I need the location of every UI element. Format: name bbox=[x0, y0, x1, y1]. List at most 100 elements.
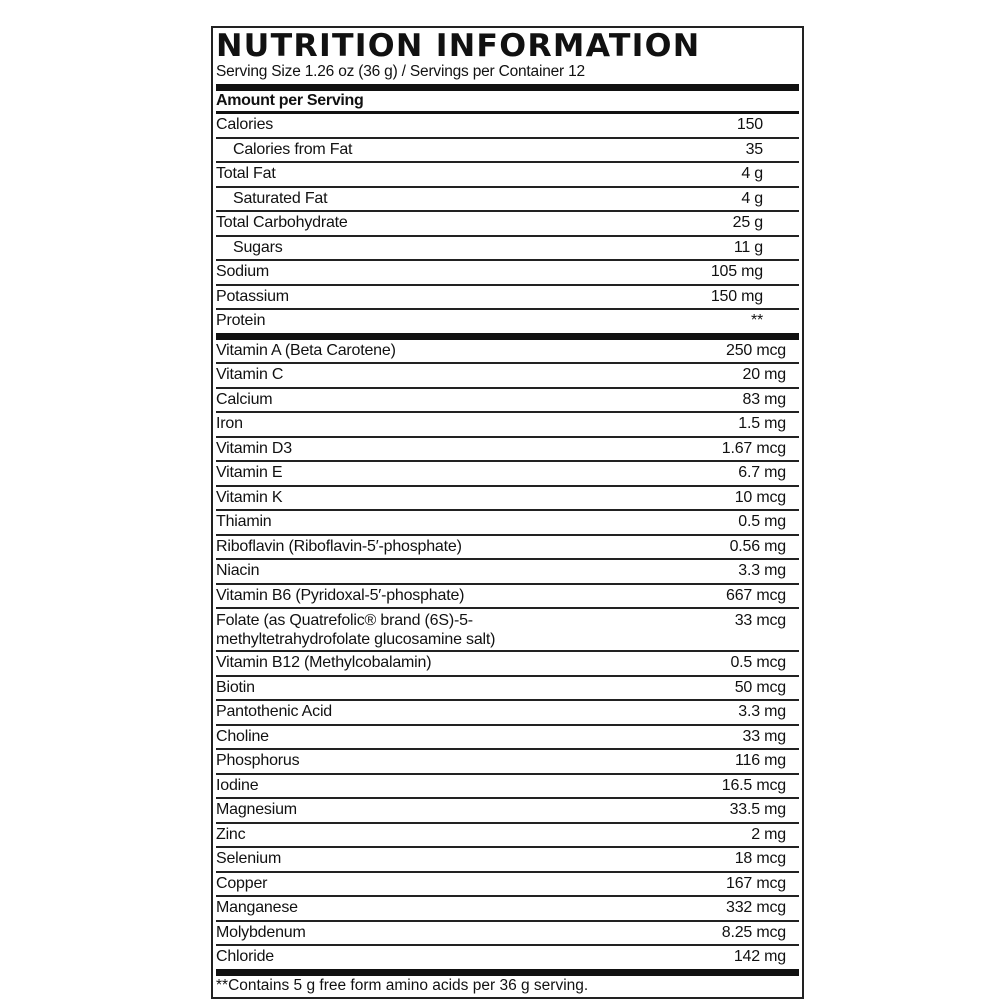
nutrient-row: Sugars 11 g bbox=[216, 237, 799, 261]
nutrient-amount: 10 mcg bbox=[734, 488, 786, 506]
nutrient-amount: 0.5 mg bbox=[738, 513, 786, 530]
nutrient-name: Choline bbox=[216, 727, 269, 745]
nutrient-amount: 0.56 mg bbox=[729, 537, 787, 555]
nutrient-row: Vitamin K 10 mcg bbox=[216, 487, 799, 511]
nutrient-row: Thiamin 0.5 mg bbox=[216, 511, 799, 536]
nutrient-row: Biotin 50 mcg bbox=[216, 677, 799, 701]
nutrient-row: Protein ** bbox=[216, 310, 799, 333]
nutrient-amount: 6.7 mg bbox=[738, 464, 786, 481]
nutrient-name: Sugars bbox=[233, 238, 283, 256]
nutrient-row: Selenium 18 mcg bbox=[216, 848, 799, 873]
nutrient-amount: 0.5 mcg bbox=[730, 654, 786, 671]
nutrient-name: Calcium bbox=[216, 390, 273, 408]
nutrient-amount: 16.5 mcg bbox=[721, 776, 786, 794]
nutrient-name: Total Fat bbox=[216, 165, 276, 182]
nutrient-row: Saturated Fat 4 g bbox=[216, 188, 799, 212]
nutrient-row: Copper 167 mcg bbox=[216, 873, 799, 897]
nutrient-amount: 11 g bbox=[733, 238, 763, 256]
nutrient-row: Vitamin A (Beta Carotene) 250 mcg bbox=[216, 340, 799, 364]
nutrient-name: Iron bbox=[216, 415, 243, 432]
nutrient-row: Niacin 3.3 mg bbox=[216, 560, 799, 585]
nutrient-row: Iron 1.5 mg bbox=[216, 413, 799, 438]
nutrient-amount: 8.25 mcg bbox=[721, 923, 786, 941]
amount-per-serving-header: Amount per Serving bbox=[216, 92, 364, 109]
nutrient-name: Thiamin bbox=[216, 513, 272, 530]
nutrient-row: Folate (as Quatrefolic® brand (6S)-5-met… bbox=[216, 609, 799, 652]
nutrient-amount: 50 mcg bbox=[734, 678, 786, 696]
nutrient-name: Calories from Fat bbox=[233, 140, 353, 158]
nutrient-row: Zinc 2 mg bbox=[216, 824, 799, 848]
nutrient-name: Calories bbox=[216, 116, 274, 133]
footnote: **Contains 5 g free form amino acids per… bbox=[216, 976, 589, 994]
nutrient-name: Total Carbohydrate bbox=[216, 214, 348, 231]
nutrient-name: Manganese bbox=[216, 899, 298, 916]
nutrient-amount: 667 mcg bbox=[726, 586, 786, 604]
nutrient-name: Sodium bbox=[216, 263, 270, 280]
nutrient-name: Vitamin D3 bbox=[216, 439, 292, 457]
nutrient-amount: 3.3 mg bbox=[738, 703, 786, 720]
nutrient-amount: 116 mg bbox=[735, 752, 786, 769]
nutrient-row: Vitamin D3 1.67 mcg bbox=[216, 438, 799, 462]
nutrient-row: Iodine 16.5 mcg bbox=[216, 775, 799, 799]
nutrient-amount: 4 g bbox=[741, 165, 763, 182]
nutrient-amount: 150 mg bbox=[710, 287, 763, 305]
nutrient-name: Zinc bbox=[216, 825, 246, 843]
nutrient-name: Folate (as Quatrefolic® brand (6S)-5-met… bbox=[216, 612, 496, 648]
nutrient-amount: 150 bbox=[736, 116, 763, 133]
nutrient-name: Copper bbox=[216, 874, 268, 892]
nutrient-amount: 25 g bbox=[732, 214, 764, 231]
nutrient-name: Niacin bbox=[216, 562, 260, 579]
nutrient-amount: 20 mg bbox=[742, 366, 787, 383]
nutrient-row: Phosphorus 116 mg bbox=[216, 750, 799, 775]
nutrient-amount: 4 g bbox=[741, 189, 763, 207]
divider-thick bbox=[216, 968, 799, 976]
nutrient-row: Potassium 150 mg bbox=[216, 286, 799, 310]
nutrient-amount: 167 mcg bbox=[726, 874, 786, 892]
nutrient-amount: 1.5 mg bbox=[738, 415, 786, 432]
vitamin-mineral-section: Vitamin A (Beta Carotene) 250 mcg Vitamin … bbox=[216, 340, 802, 969]
nutrient-amount: 33 mcg bbox=[734, 612, 786, 629]
nutrient-name: Vitamin A (Beta Carotene) bbox=[216, 341, 396, 359]
divider-thick bbox=[216, 332, 799, 340]
nutrient-name: Vitamin B6 (Pyridoxal-5′-phosphate) bbox=[216, 586, 465, 604]
nutrient-name: Saturated Fat bbox=[233, 189, 328, 207]
nutrient-row: Vitamin C 20 mg bbox=[216, 364, 799, 389]
nutrient-name: Magnesium bbox=[216, 801, 297, 818]
nutrient-name: Potassium bbox=[216, 287, 289, 305]
nutrient-name: Iodine bbox=[216, 776, 259, 794]
nutrient-amount: ** bbox=[750, 312, 763, 329]
nutrient-row: Vitamin B6 (Pyridoxal-5′-phosphate) 667 m… bbox=[216, 585, 799, 609]
nutrient-name: Protein bbox=[216, 312, 266, 329]
nutrient-amount: 142 mg bbox=[733, 948, 786, 965]
nutrient-amount: 33 mg bbox=[742, 727, 787, 745]
nutrient-amount: 105 mg bbox=[710, 263, 763, 280]
nutrient-name: Biotin bbox=[216, 678, 255, 696]
nutrient-name: Vitamin K bbox=[216, 488, 283, 506]
nutrient-amount: 18 mcg bbox=[734, 850, 786, 867]
nutrient-row: Vitamin B12 (Methylcobalamin) 0.5 mcg bbox=[216, 652, 799, 677]
nutrient-amount: 1.67 mcg bbox=[721, 439, 786, 457]
nutrient-amount: 250 mcg bbox=[726, 341, 786, 359]
nutrient-name: Riboflavin (Riboflavin-5′-phosphate) bbox=[216, 537, 462, 555]
nutrient-name: Vitamin E bbox=[216, 464, 283, 481]
nutrient-row: Calories 150 bbox=[216, 114, 799, 139]
nutrient-row: Pantothenic Acid 3.3 mg bbox=[216, 701, 799, 726]
nutrient-row: Vitamin E 6.7 mg bbox=[216, 462, 799, 487]
nutrient-name: Vitamin C bbox=[216, 366, 284, 383]
nutrient-row: Sodium 105 mg bbox=[216, 261, 799, 286]
nutrient-row: Riboflavin (Riboflavin-5′-phosphate) 0.56… bbox=[216, 536, 799, 560]
nutrition-label: NUTRITION INFORMATION Serving Size 1.26 … bbox=[211, 26, 804, 999]
nutrient-row: Total Carbohydrate 25 g bbox=[216, 212, 799, 237]
nutrient-row: Magnesium 33.5 mg bbox=[216, 799, 799, 824]
nutrient-row: Calories from Fat 35 bbox=[216, 139, 799, 163]
nutrient-name: Phosphorus bbox=[216, 752, 300, 769]
label-title: NUTRITION INFORMATION bbox=[216, 28, 701, 64]
nutrient-row: Choline 33 mg bbox=[216, 726, 799, 750]
nutrient-amount: 35 bbox=[745, 140, 764, 158]
nutrient-amount: 83 mg bbox=[742, 390, 787, 408]
nutrient-row: Chloride 142 mg bbox=[216, 946, 799, 969]
nutrient-row: Manganese 332 mcg bbox=[216, 897, 799, 922]
nutrient-name: Selenium bbox=[216, 850, 282, 867]
serving-info: Serving Size 1.26 oz (36 g) / Servings p… bbox=[216, 63, 585, 80]
nutrient-amount: 3.3 mg bbox=[738, 562, 786, 579]
